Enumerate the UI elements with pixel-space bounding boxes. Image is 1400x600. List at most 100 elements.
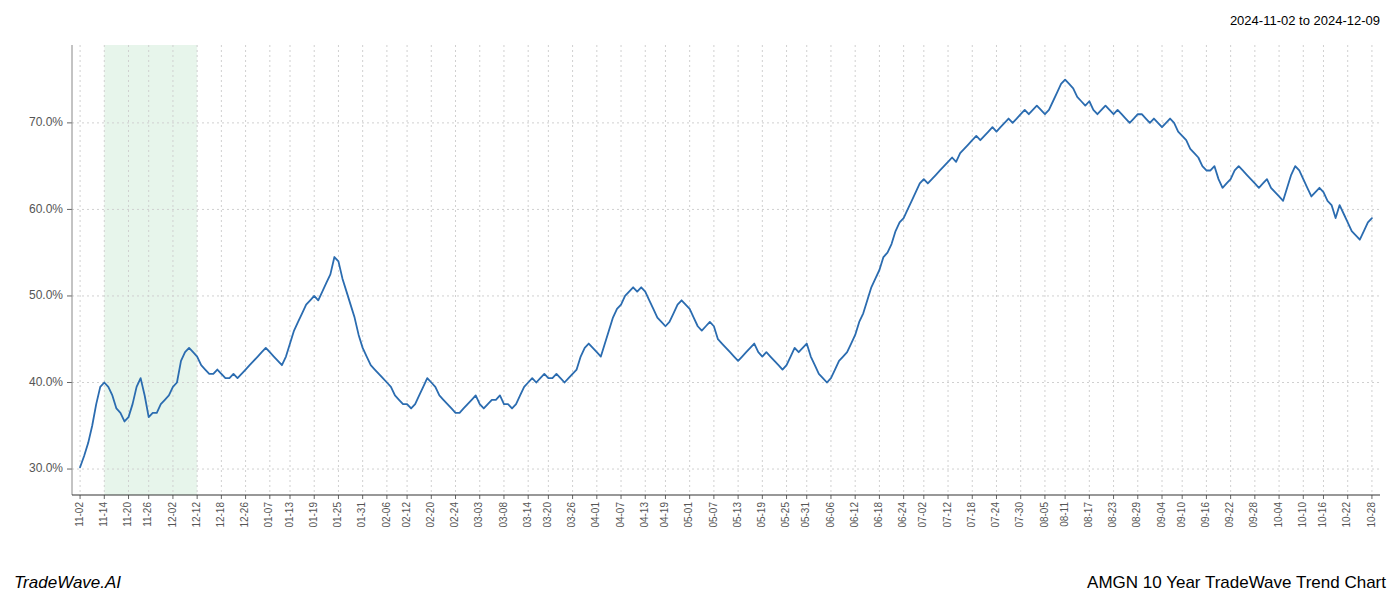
grid-line-x (1089, 45, 1090, 495)
grid-line-x (455, 45, 456, 495)
subtitle: 2024-11-02 to 2024-12-09 (1230, 13, 1380, 28)
x-tick-label: 09-04 (1156, 502, 1167, 528)
x-tick-label: 12-12 (191, 502, 202, 528)
x-tick-label: 03-03 (473, 502, 484, 528)
grid-line-x (713, 45, 714, 495)
grid-line-x (665, 45, 666, 495)
x-tick-label: 02-06 (381, 502, 392, 528)
x-tick-label: 11-20 (122, 502, 133, 527)
y-axis: 30.0%40.0%50.0%60.0%70.0% (29, 45, 72, 495)
grid-line-x (386, 45, 387, 495)
x-tick-label: 10-28 (1366, 502, 1377, 528)
grid-line-x (1113, 45, 1114, 495)
x-axis-line (72, 494, 1380, 495)
title: AMGN 10 Year TradeWave Trend Chart (1087, 573, 1386, 592)
x-tick-label: 01-31 (356, 502, 367, 528)
grid-line-x (786, 45, 787, 495)
grid-line-y (72, 122, 1380, 123)
x-tick-label: 05-25 (780, 502, 791, 528)
x-tick-label: 07-02 (917, 502, 928, 528)
x-tick-label: 01-13 (284, 502, 295, 528)
grid-line-x (1044, 45, 1045, 495)
grid-line-x (362, 45, 363, 495)
x-tick-label: 02-24 (449, 502, 460, 528)
x-tick-label: 09-22 (1224, 502, 1235, 528)
grid-line-x (996, 45, 997, 495)
x-tick-label: 07-12 (942, 502, 953, 528)
grid-line-x (503, 45, 504, 495)
grid-line-x (738, 45, 739, 495)
grid-line-x (221, 45, 222, 495)
grid-line-x (197, 45, 198, 495)
grid-line-x (548, 45, 549, 495)
y-tick-label: 60.0% (29, 202, 63, 216)
x-tick-label: 07-24 (990, 502, 1001, 528)
grid-line-x (689, 45, 690, 495)
x-tick-label: 06-06 (825, 502, 836, 528)
grid-line-x (1020, 45, 1021, 495)
grid-line-x (1323, 45, 1324, 495)
grid-line-x (1162, 45, 1163, 495)
grid-line-x (1371, 45, 1372, 495)
grid-line-x (572, 45, 573, 495)
y-axis-line (72, 45, 73, 495)
chart: 30.0%40.0%50.0%60.0%70.0%11-0211-1411-20… (0, 0, 1400, 600)
x-tick-label: 10-04 (1273, 502, 1284, 528)
grid-line-x (148, 45, 149, 495)
x-tick-label: 04-01 (590, 502, 601, 528)
grid-line-x (338, 45, 339, 495)
grid-line-x (621, 45, 622, 495)
highlight-region (104, 45, 197, 495)
grid-line-x (172, 45, 173, 495)
x-tick-label: 08-05 (1039, 502, 1050, 528)
x-tick-label: 10-22 (1341, 502, 1352, 528)
y-tick (67, 382, 72, 383)
grid-line-x (269, 45, 270, 495)
grid-line-x (1230, 45, 1231, 495)
x-tick-label: 04-19 (659, 502, 670, 528)
grid-line-x (245, 45, 246, 495)
grid-line-x (1347, 45, 1348, 495)
grid-line-x (479, 45, 480, 495)
x-tick-label: 10-16 (1317, 502, 1328, 528)
x-tick-label: 04-07 (615, 502, 626, 528)
grid-line-x (1279, 45, 1280, 495)
grid-line-x (972, 45, 973, 495)
grid-line-y (72, 382, 1380, 383)
grid-line-x (104, 45, 105, 495)
grid-line-x (431, 45, 432, 495)
x-tick-label: 09-28 (1248, 502, 1259, 528)
grid-line-x (1182, 45, 1183, 495)
grid-line-x (645, 45, 646, 495)
x-tick-label: 03-26 (566, 502, 577, 528)
grid-line-x (80, 45, 81, 495)
x-axis: 11-0211-1411-2011-2612-0212-1212-1812-26… (72, 495, 1380, 528)
background (0, 0, 1400, 600)
x-tick-label: 05-31 (800, 502, 811, 528)
x-tick-label: 11-14 (98, 502, 109, 527)
y-tick (67, 469, 72, 470)
grid-line-x (596, 45, 597, 495)
grid-line-x (1303, 45, 1304, 495)
grid-line-x (948, 45, 949, 495)
series (80, 80, 1372, 468)
grid-line-x (903, 45, 904, 495)
x-tick-label: 09-10 (1176, 502, 1187, 528)
x-tick-label: 12-02 (167, 502, 178, 528)
x-tick-label: 03-20 (542, 502, 553, 528)
x-tick-label: 06-12 (849, 502, 860, 528)
x-tick-label: 05-01 (683, 502, 694, 528)
grid-line-x (1206, 45, 1207, 495)
x-tick-label: 04-13 (639, 502, 650, 528)
x-tick-label: 01-07 (263, 502, 274, 528)
grid-line-x (314, 45, 315, 495)
x-tick-label: 01-19 (308, 502, 319, 528)
x-tick-label: 07-18 (966, 502, 977, 528)
y-tick (67, 295, 72, 296)
y-tick-label: 70.0% (29, 115, 63, 129)
x-tick-label: 06-18 (873, 502, 884, 528)
x-tick-label: 10-10 (1297, 502, 1308, 528)
x-tick-label: 03-14 (522, 502, 533, 528)
x-tick-label: 08-29 (1131, 502, 1142, 528)
grid-line-x (1137, 45, 1138, 495)
